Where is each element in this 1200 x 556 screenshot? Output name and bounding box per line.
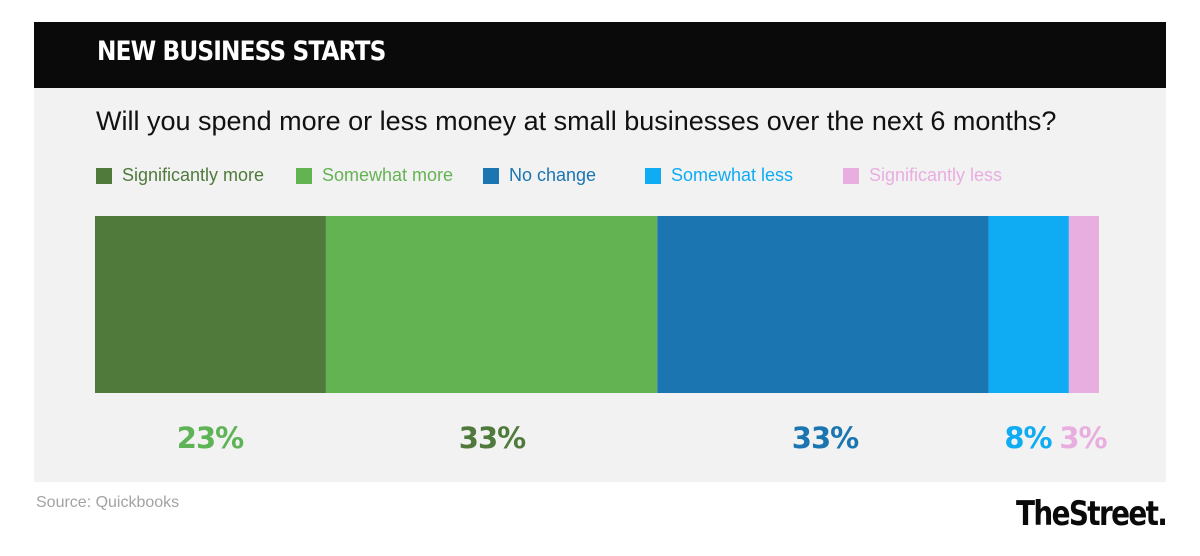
data-label: 23% (177, 421, 244, 455)
data-label: 33% (459, 421, 526, 455)
header-title: NEW BUSINESS STARTS (97, 36, 386, 67)
bar-segment (1068, 216, 1099, 393)
chart-question: Will you spend more or less money at sma… (96, 106, 1057, 136)
data-label: 33% (792, 421, 859, 455)
bar-segment (325, 216, 658, 393)
legend-swatch (296, 168, 312, 184)
legend-swatch (843, 168, 859, 184)
legend-swatch (483, 168, 499, 184)
bar-segment (988, 216, 1069, 393)
legend-label: Somewhat more (322, 165, 454, 185)
header-banner: NEW BUSINESS STARTS (34, 22, 1166, 88)
legend-label: Somewhat less (671, 165, 794, 185)
legend-label: Significantly more (122, 165, 265, 185)
legend-swatch (645, 168, 661, 184)
data-label: 3% (1059, 421, 1107, 455)
thestreet-logo: TheStreet. (1015, 494, 1168, 534)
legend-label: Significantly less (869, 165, 1003, 185)
data-label: 8% (1004, 421, 1052, 455)
source-note: Source: Quickbooks (36, 494, 180, 511)
legend-label: No change (509, 165, 597, 185)
legend: Significantly more Somewhat more No change… (96, 164, 1156, 188)
bar-segment (95, 216, 326, 393)
bar-segment (657, 216, 989, 393)
legend-swatch (96, 168, 112, 184)
